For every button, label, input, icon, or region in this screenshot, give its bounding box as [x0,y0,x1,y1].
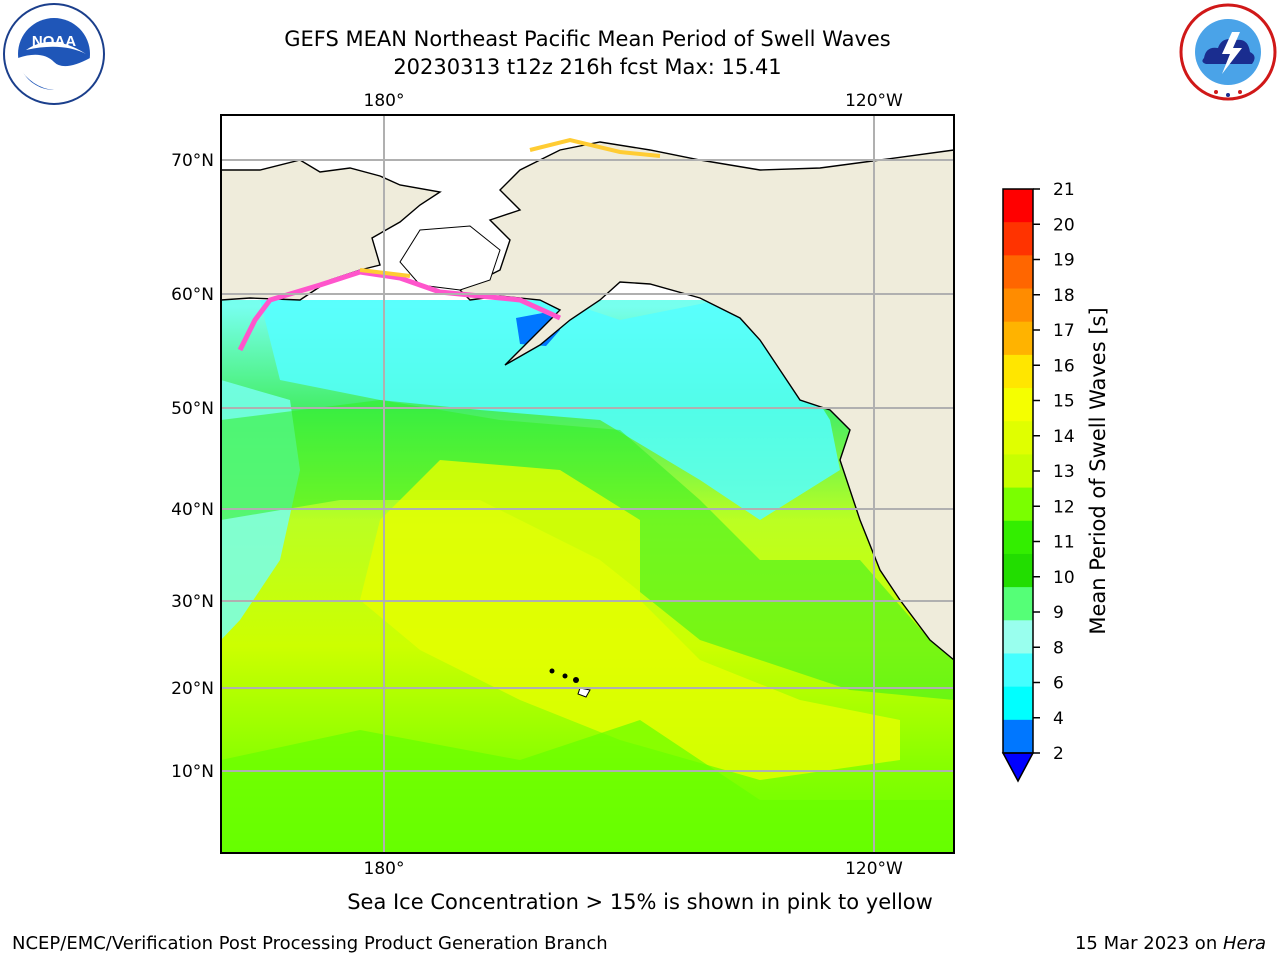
map-frame [220,114,955,854]
colorbar-tick-label: 16 [1053,356,1075,376]
colorbar-cell [1003,354,1033,389]
footer-host: Hera [1222,933,1266,954]
colorbar-cell [1003,620,1033,654]
lat-label: 50°N [171,399,214,419]
lon-label-top: 120°W [845,91,903,111]
colorbar-tick-label: 4 [1053,709,1064,729]
hawaii-big-island [577,687,591,698]
colorbar-tick-label: 18 [1053,286,1075,306]
colorbar-cell [1003,255,1033,290]
lat-label: 10°N [171,762,214,782]
colorbar-tick-label: 8 [1053,638,1064,658]
norton-sound [399,225,501,291]
lat-label: 70°N [171,151,214,171]
colorbar-cell [1003,421,1033,455]
colorbar-tick-label: 14 [1053,427,1075,447]
colorbar-cell [1003,487,1033,522]
colorbar-tick-label: 12 [1053,497,1075,517]
map-panel [221,115,954,853]
south-green-band [221,720,954,853]
lon-label-bottom: 120°W [845,859,903,879]
lat-label: 40°N [171,500,214,520]
colorbar-tick-label: 17 [1053,321,1075,341]
lat-label: 20°N [171,679,214,699]
colorbar-cell [1003,222,1033,256]
colorbar-cell [1003,454,1033,489]
hawaii-island [549,668,555,674]
footer-credit: NCEP/EMC/Verification Post Processing Pr… [12,933,608,954]
colorbar-cell [1003,388,1033,422]
lon-label-top: 180° [364,91,405,111]
colorbar-extend-triangle [1001,752,1035,783]
colorbar-cell [1003,587,1033,621]
colorbar-tick-label: 19 [1053,251,1075,271]
yellow-core [360,460,900,780]
colorbar-cell [1003,189,1033,223]
lon-label-bottom: 180° [364,859,405,879]
colorbar-ticks: 21 20 19 18 17 16 15 14 13 12 11 10 9 8 6 4 2 [1033,180,1075,764]
colorbar-cell [1003,686,1033,721]
arctic-ice-yellow [529,137,661,158]
noaa-logo: NOAA [3,3,105,105]
lat-label: 30°N [171,592,214,612]
footer-date-text: 15 Mar 2023 on [1074,933,1223,954]
colorbar-tick-label: 15 [1053,392,1075,412]
colorbar-tick-label: 10 [1053,568,1075,588]
noaa-logo-text: NOAA [32,33,76,50]
colorbar-cell [1003,553,1033,588]
colorbar-cell [1003,288,1033,323]
sea-ice-edge [237,269,562,352]
colorbar-cell [1003,520,1033,555]
colorbar-tick-label: 2 [1053,744,1064,764]
colorbar-tick-label: 21 [1053,180,1075,200]
colorbar-tick-label: 13 [1053,462,1075,482]
colorbar-tick-label: 6 [1053,674,1064,694]
graticule [221,115,954,853]
sea-ice-note: Sea Ice Concentration > 15% is shown in … [347,890,933,914]
nws-logo [1179,3,1277,101]
colorbar-cell [1003,653,1033,688]
colorbar-tick-label: 20 [1053,215,1075,235]
chart-title: GEFS MEAN Northeast Pacific Mean Period … [284,27,891,51]
colorbar-cell [1003,719,1033,754]
colorbar-tick-label: 9 [1053,603,1064,623]
colorbar [1003,189,1033,754]
chart-subtitle: 20230313 t12z 216h fcst Max: 15.41 [393,55,782,79]
colorbar-title: Mean Period of Swell Waves [s] [1086,307,1110,634]
hawaii-island [562,673,568,679]
colorbar-tick-label: 11 [1053,533,1075,553]
hawaii-island [573,677,579,683]
footer-date: 15 Mar 2023 on Hera [1075,933,1266,954]
lat-label: 60°N [171,285,214,305]
colorbar-cell [1003,321,1033,356]
north-cyan-region [260,300,840,520]
land-north-america [458,115,954,661]
